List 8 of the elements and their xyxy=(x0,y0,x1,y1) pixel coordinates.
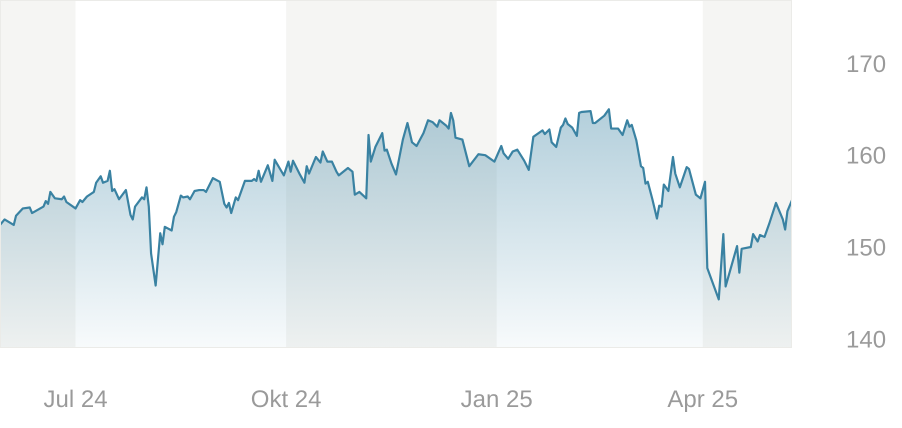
x-tick-label: Jul 24 xyxy=(44,386,108,414)
x-tick-label: Okt 24 xyxy=(250,386,322,414)
x-tick-label: Jan 25 xyxy=(460,386,533,414)
y-tick-label: 140 xyxy=(846,326,886,354)
y-tick-label: 170 xyxy=(846,50,886,78)
y-tick-label: 150 xyxy=(846,234,886,262)
x-tick-label: Apr 25 xyxy=(667,386,738,414)
y-tick-label: 160 xyxy=(846,142,886,170)
